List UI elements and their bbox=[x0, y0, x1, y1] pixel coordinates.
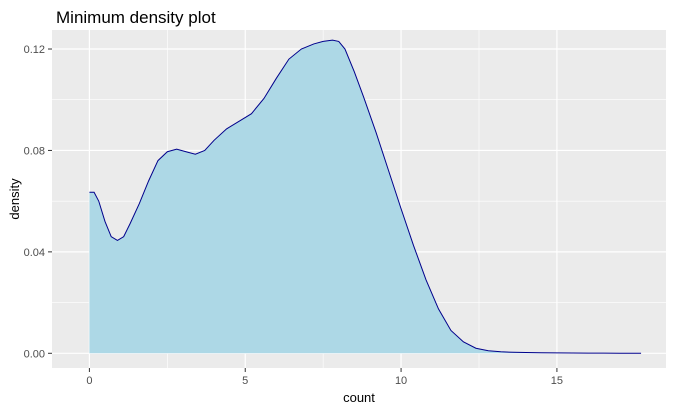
x-axis-title: count bbox=[343, 390, 375, 405]
x-tick-label: 10 bbox=[395, 375, 407, 387]
y-tick-label: 0.12 bbox=[24, 44, 45, 56]
density-area bbox=[89, 40, 642, 354]
y-axis: 0.00 0.04 0.08 0.12 bbox=[24, 44, 52, 360]
y-tick-label: 0.08 bbox=[24, 145, 45, 157]
y-tick-label: 0.00 bbox=[24, 348, 45, 360]
x-tick-label: 5 bbox=[242, 375, 248, 387]
y-tick-label: 0.04 bbox=[24, 247, 45, 259]
x-tick-label: 0 bbox=[86, 375, 92, 387]
chart-title: Minimum density plot bbox=[56, 8, 216, 27]
density-line bbox=[89, 39, 642, 354]
y-axis-title: density bbox=[7, 178, 22, 220]
x-axis: 0 5 10 15 bbox=[86, 368, 563, 387]
x-tick-label: 15 bbox=[551, 375, 563, 387]
